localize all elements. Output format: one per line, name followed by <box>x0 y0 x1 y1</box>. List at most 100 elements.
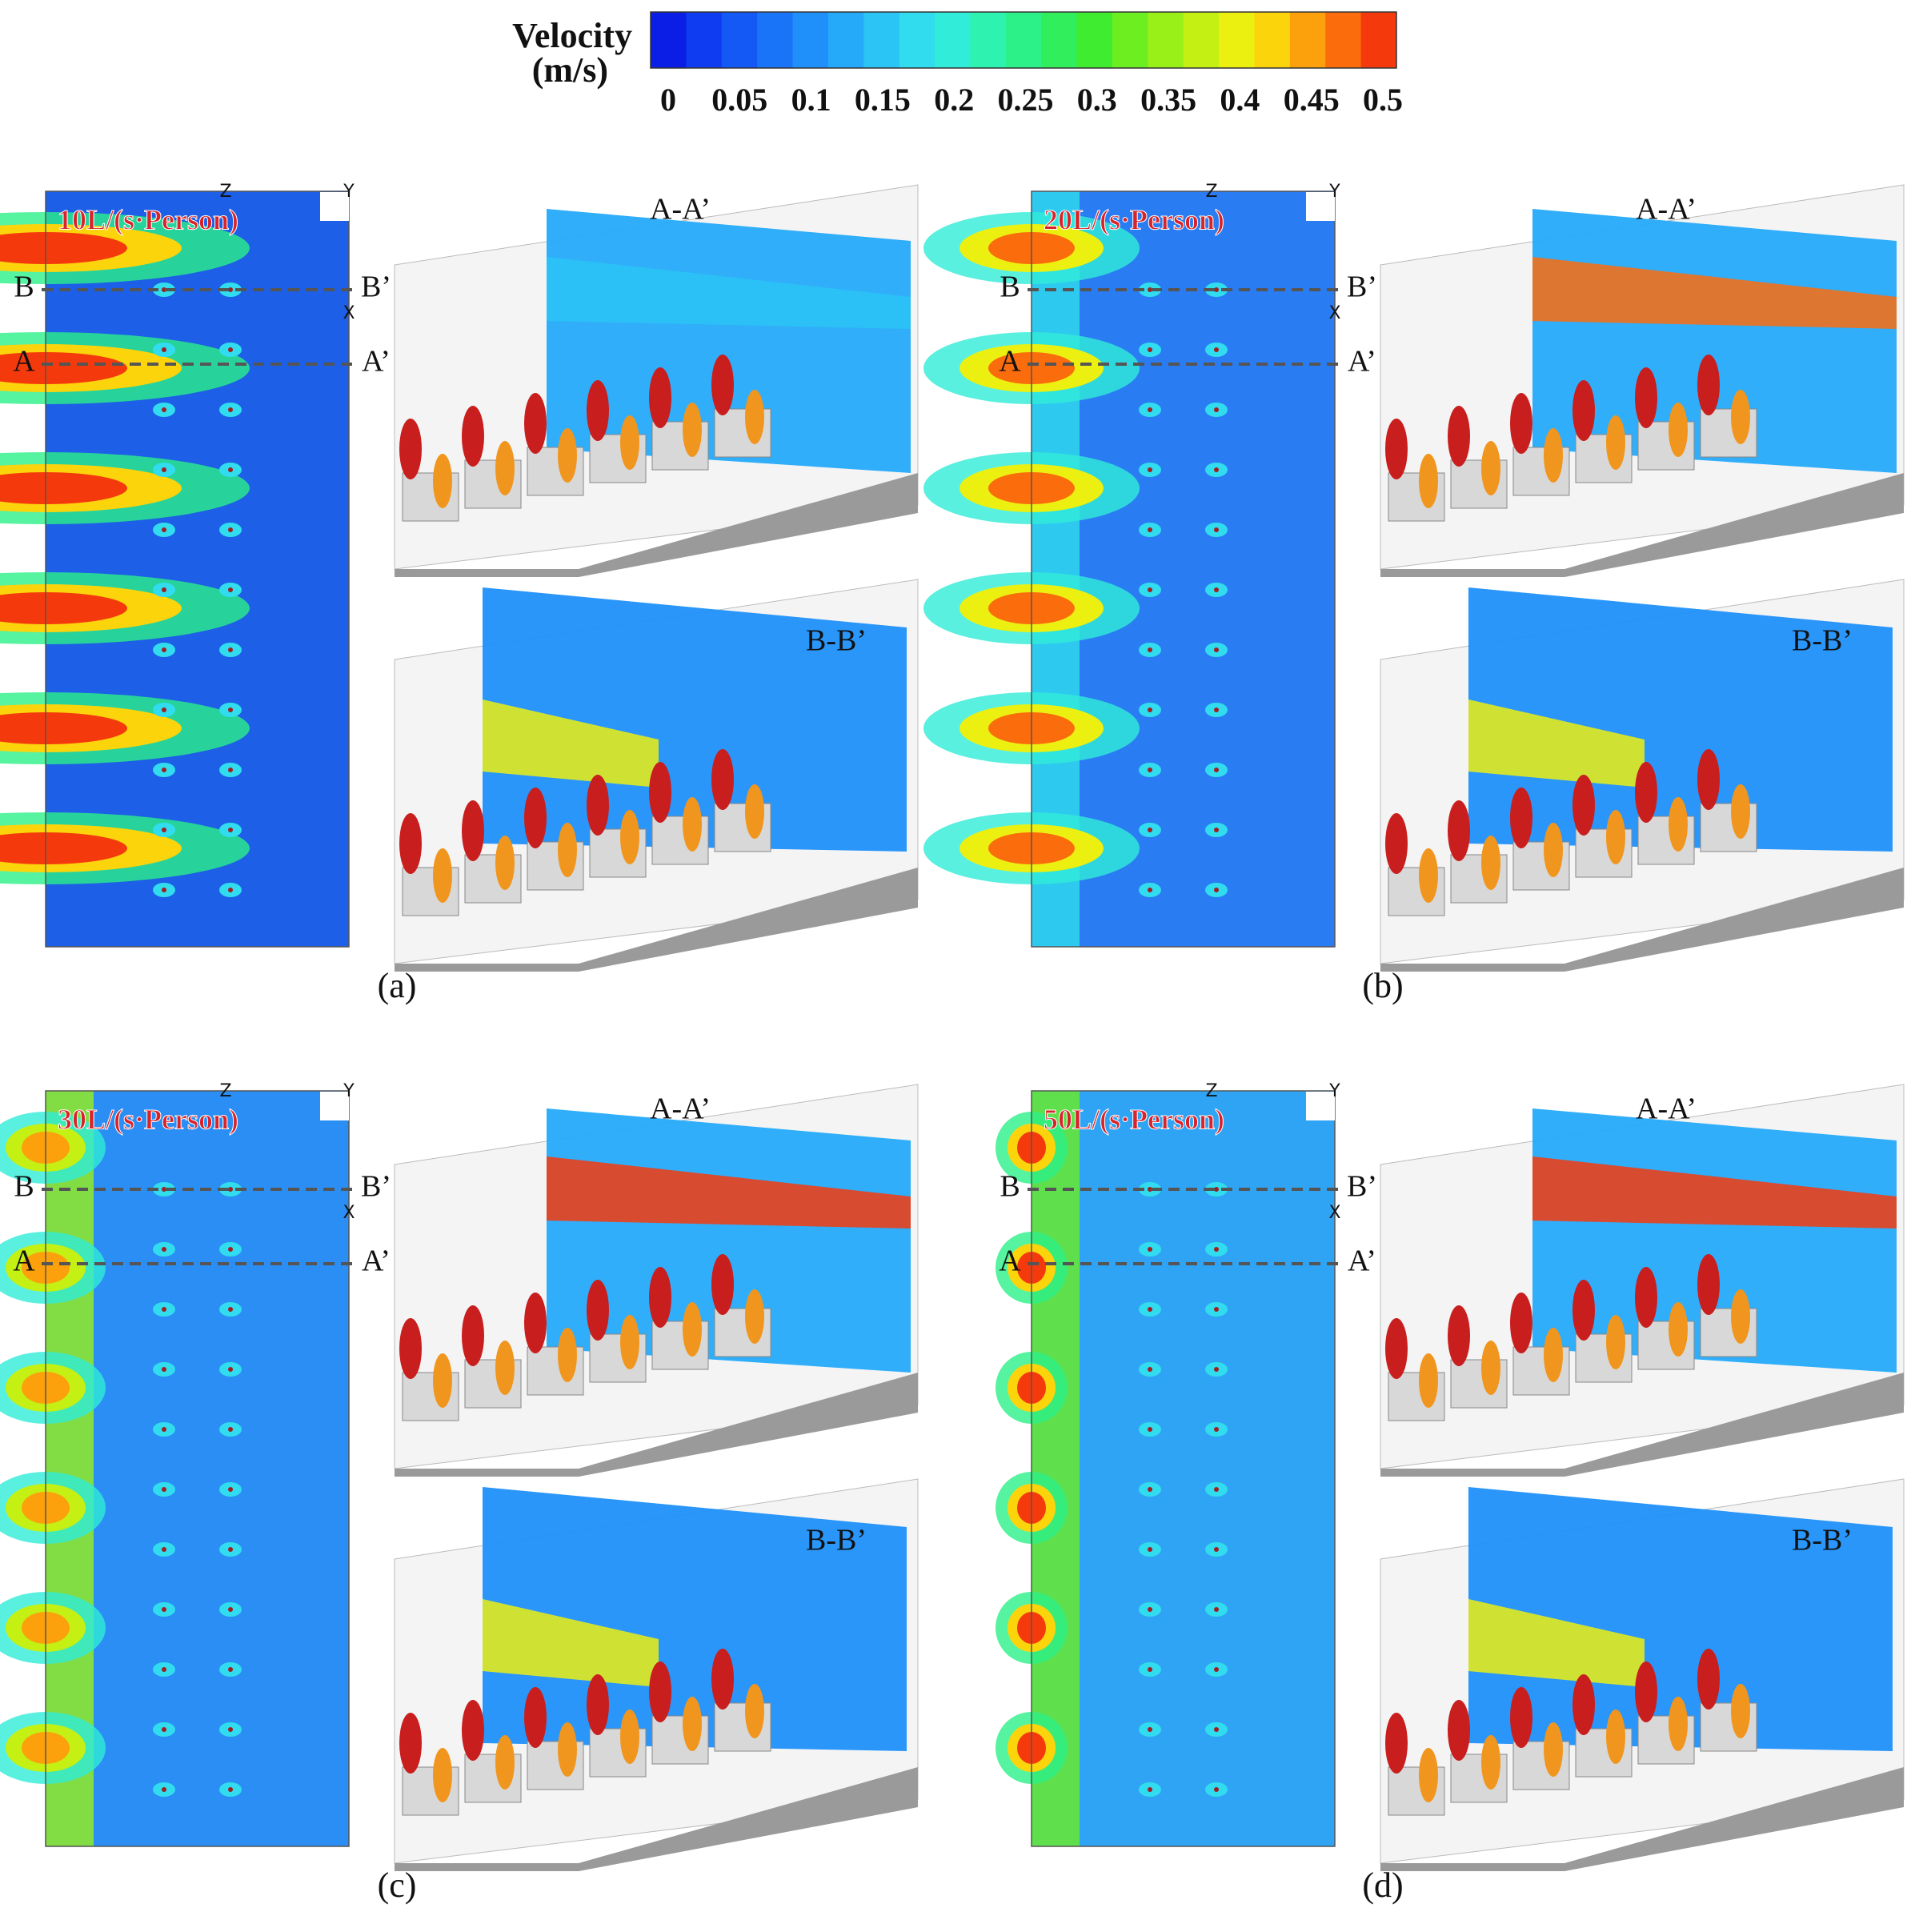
axis-label: X <box>1328 1203 1340 1223</box>
occupant <box>1731 390 1750 444</box>
occupant <box>524 1293 547 1353</box>
occupant <box>745 784 764 839</box>
colorbar-tick-label: 0.05 <box>711 82 767 118</box>
section-end: B’ <box>361 271 391 304</box>
occupant <box>1481 441 1500 495</box>
section-label: B-B’ <box>806 1524 867 1557</box>
occupant-dot <box>162 1787 166 1792</box>
occupant <box>1385 813 1408 874</box>
occupant-dot <box>228 1187 233 1192</box>
occupant-dot <box>162 1427 166 1432</box>
occupant <box>1669 403 1688 457</box>
occupant <box>558 1328 577 1382</box>
occupant <box>1448 1305 1470 1366</box>
occupant <box>462 406 484 467</box>
occupant <box>1544 823 1563 877</box>
colorbar-cell <box>651 12 687 68</box>
colorbar-frame <box>650 11 1397 69</box>
occupant-dot <box>162 407 166 412</box>
occupant <box>1572 1280 1595 1341</box>
occupant <box>683 1697 702 1751</box>
rate-label: 50L/(s·Person) <box>1044 1103 1224 1135</box>
occupant <box>1448 406 1470 467</box>
occupant-dot <box>1214 287 1219 292</box>
section-end: A’ <box>362 345 391 379</box>
occupant <box>1606 1315 1625 1369</box>
occupant <box>433 848 452 903</box>
occupant <box>1419 848 1438 903</box>
colorbar-title: Velocity <box>512 16 632 55</box>
occupant-dot <box>1214 1547 1219 1552</box>
occupant-dot <box>1214 1187 1219 1192</box>
occupant <box>1669 797 1688 852</box>
map-frame <box>45 190 350 948</box>
occupant-dot <box>1214 1727 1219 1732</box>
occupant <box>495 836 515 890</box>
colorbar-cell <box>827 12 864 68</box>
rate-label: 20L/(s·Person) <box>1044 203 1224 235</box>
colorbar-cell <box>1112 12 1148 68</box>
colorbar-tick-label: 0.35 <box>1140 82 1196 118</box>
occupant-dot <box>1148 828 1152 832</box>
occupant-dot <box>228 707 233 712</box>
occupant-dot <box>1148 587 1152 592</box>
occupant <box>649 762 671 823</box>
colorbar-cell <box>935 12 971 68</box>
occupant-dot <box>1148 1487 1152 1492</box>
occupant <box>620 1710 639 1764</box>
occupant-dot <box>228 1307 233 1312</box>
occupant-dot <box>1148 1727 1152 1732</box>
occupant-dot <box>228 527 233 532</box>
section-label: B-B’ <box>806 624 867 658</box>
map-frame <box>1031 1090 1336 1847</box>
section-end: A’ <box>362 1245 391 1278</box>
occupant <box>1385 1713 1408 1774</box>
occupant <box>1635 1267 1657 1328</box>
contour-map <box>46 1091 349 1846</box>
velocity-band <box>1468 1599 1645 1687</box>
occupant-dot <box>162 1247 166 1252</box>
velocity-plane <box>1468 1487 1893 1751</box>
occupant <box>1697 749 1720 810</box>
floor <box>1380 473 1904 577</box>
occupant-dot <box>228 768 233 772</box>
section-end: B’ <box>1347 271 1377 304</box>
panel: Z Y X 20L/(s·Person) B B’ A A’ A-A’ B-B’ (b) <box>923 182 1905 1005</box>
colorbar-tick-label: 0.3 <box>1077 82 1117 118</box>
occupant-dot <box>1214 647 1219 652</box>
velocity-band <box>483 1599 659 1687</box>
occupant <box>1731 784 1750 839</box>
axis-label: Z <box>1205 1081 1217 1101</box>
occupant-dot <box>228 828 233 832</box>
panel: Z Y X 50L/(s·Person) B B’ A A’ A-A’ B-B’ (d) <box>996 1081 1905 1905</box>
axis-label: Y <box>1328 182 1340 202</box>
occupant-dot <box>1214 1607 1219 1612</box>
occupant-dot <box>1148 1547 1152 1552</box>
occupant <box>1572 1674 1595 1735</box>
jet-core <box>0 712 127 744</box>
occupant <box>587 1674 609 1735</box>
occupant <box>1510 1687 1532 1748</box>
occupant <box>683 797 702 852</box>
occupant <box>399 1713 422 1774</box>
occupant <box>462 800 484 861</box>
contour-map <box>1032 1091 1335 1846</box>
section-view: A-A’ <box>1380 184 1905 577</box>
occupant-dot <box>228 587 233 592</box>
floor <box>395 868 918 972</box>
occupant-dot <box>1214 1247 1219 1252</box>
colorbar-tick-label: 0.2 <box>934 82 974 118</box>
occupant-dot <box>162 1307 166 1312</box>
occupant-dot <box>228 888 233 892</box>
velocity-band <box>483 699 659 788</box>
occupant <box>683 1302 702 1357</box>
floor <box>1380 1373 1904 1477</box>
occupant <box>587 380 609 441</box>
panel-label: (b) <box>1362 966 1403 1005</box>
colorbar-cell <box>1076 12 1113 68</box>
occupant-dot <box>228 467 233 472</box>
occupant <box>587 1280 609 1341</box>
colorbar-tick-label: 0.5 <box>1363 82 1403 118</box>
occupant-dot <box>1214 347 1219 352</box>
